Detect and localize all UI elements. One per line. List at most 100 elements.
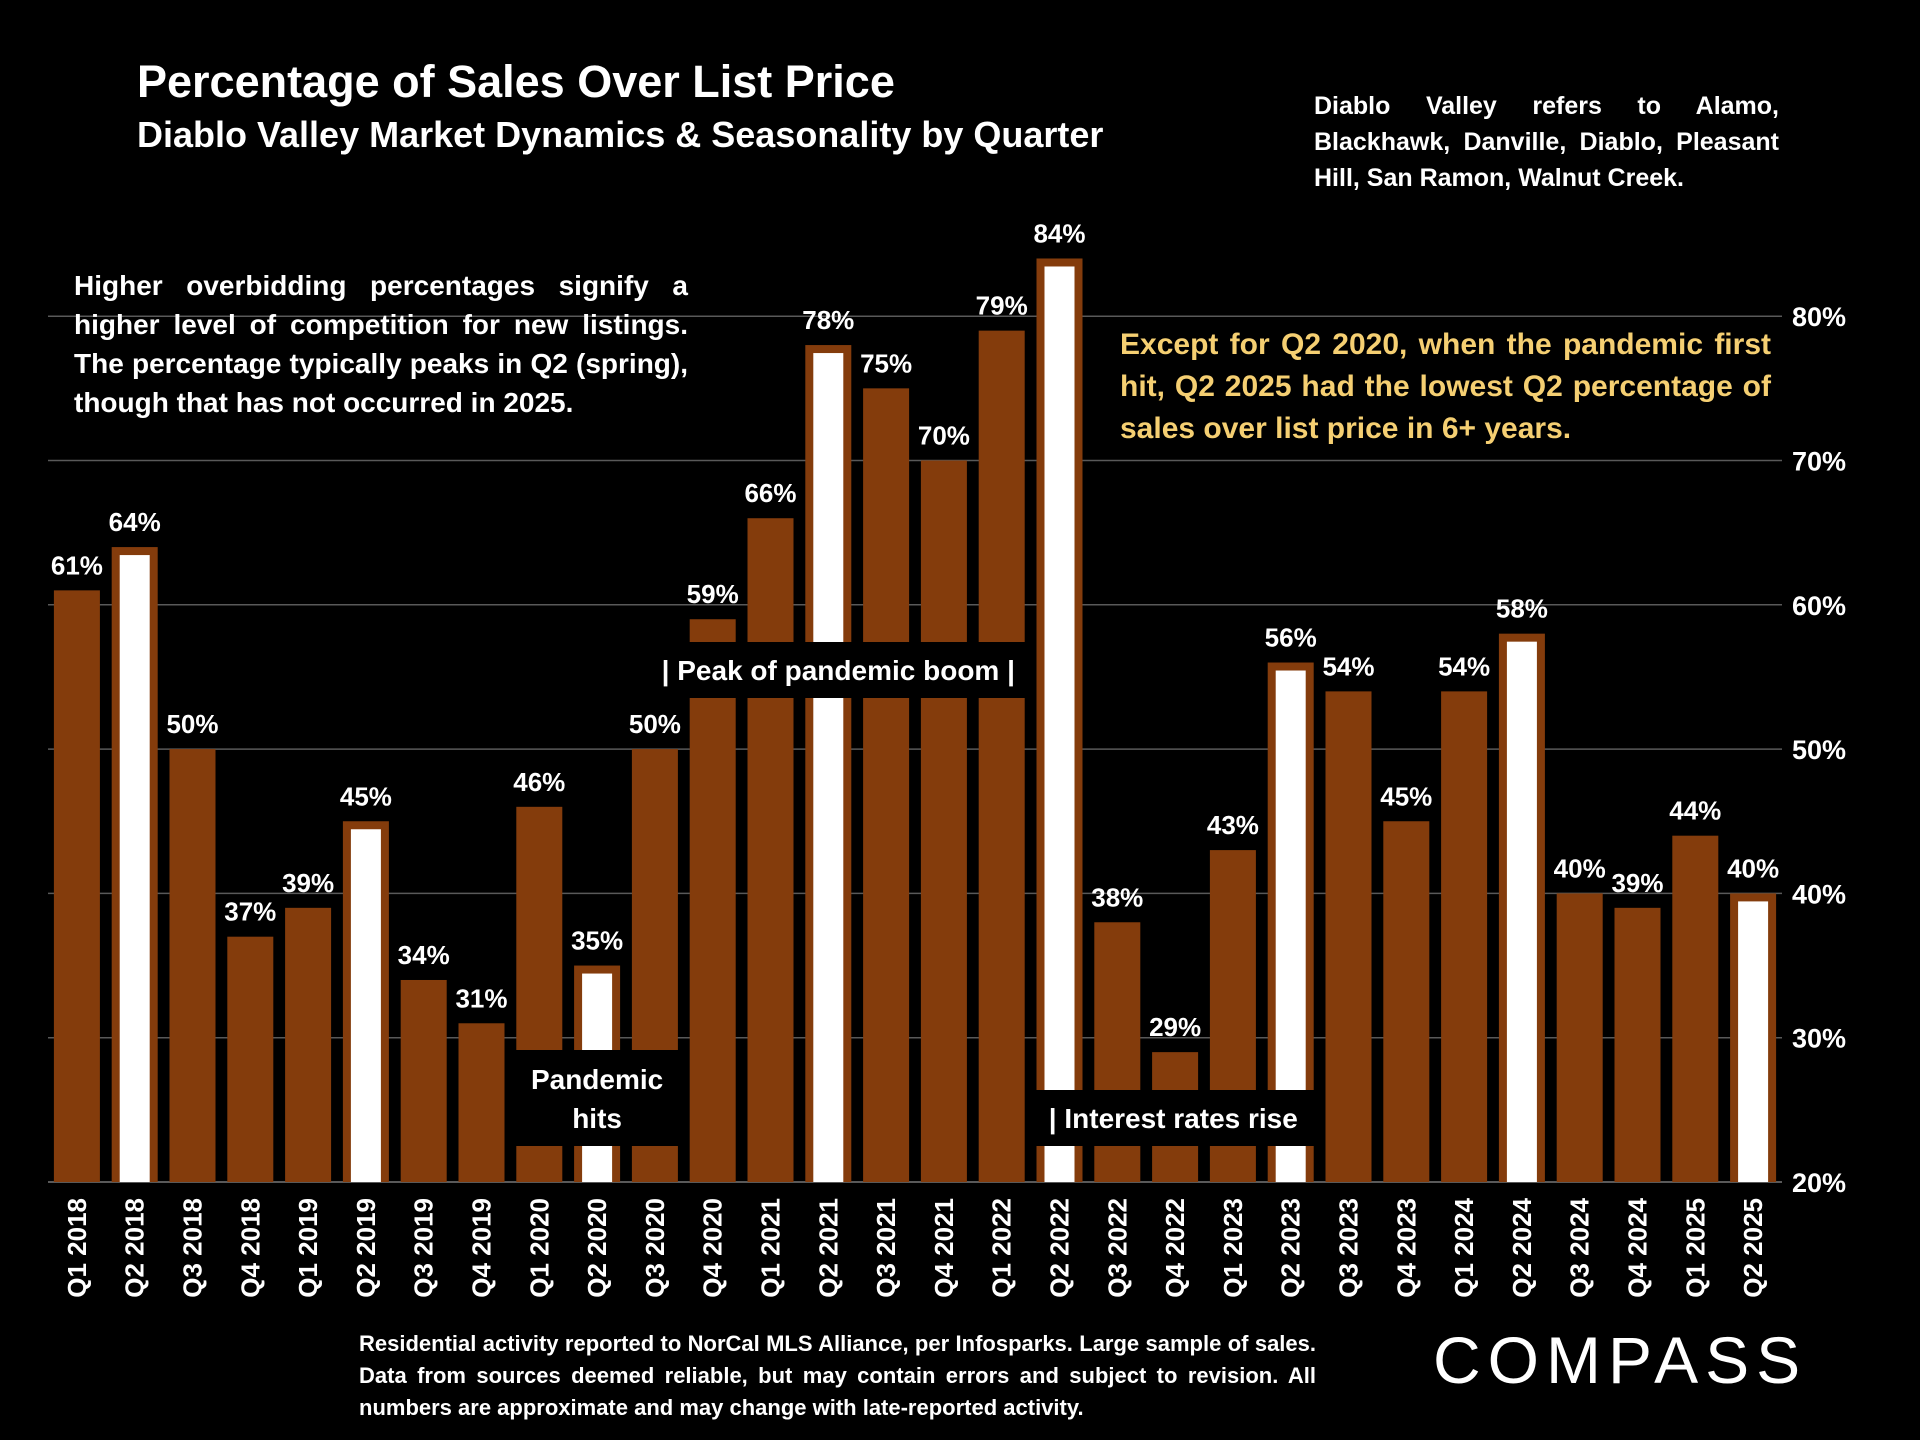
x-tick-label: Q4 2019 xyxy=(467,1198,497,1298)
y-tick-label: 60% xyxy=(1792,591,1846,621)
x-tick-label: Q4 2024 xyxy=(1623,1197,1653,1297)
x-tick-label: Q2 2020 xyxy=(582,1198,612,1298)
x-tick-label: Q4 2022 xyxy=(1160,1198,1190,1298)
data-label: 40% xyxy=(1554,853,1606,883)
bar xyxy=(689,619,736,1182)
annotation-pandemic-hits: Pandemic xyxy=(531,1064,663,1095)
x-tick-label: Q2 2023 xyxy=(1276,1198,1306,1298)
bar xyxy=(53,590,100,1182)
bar-highlight-fill xyxy=(119,555,150,1182)
x-tick-label: Q4 2023 xyxy=(1391,1198,1421,1298)
data-label: 54% xyxy=(1322,651,1374,681)
y-tick-label: 50% xyxy=(1792,735,1846,765)
x-tick-label: Q2 2019 xyxy=(351,1198,381,1298)
data-label: 70% xyxy=(918,421,970,451)
data-label: 45% xyxy=(1380,781,1432,811)
chart-subtitle: Diablo Valley Market Dynamics & Seasonal… xyxy=(137,114,1104,155)
x-tick-label: Q1 2023 xyxy=(1218,1198,1248,1298)
data-label: 43% xyxy=(1207,810,1259,840)
bar xyxy=(1325,691,1372,1182)
overbidding-explanation-note: Higher overbidding percentages signify a… xyxy=(74,270,688,418)
compass-logo: COMPASS xyxy=(1433,1323,1808,1397)
x-tick-label: Q2 2024 xyxy=(1507,1197,1537,1297)
bar xyxy=(458,1023,505,1182)
data-label: 46% xyxy=(513,767,565,797)
x-tick-label: Q3 2021 xyxy=(871,1198,901,1298)
bar-highlight-fill xyxy=(813,353,844,1182)
x-tick-label: Q1 2024 xyxy=(1449,1197,1479,1297)
bar xyxy=(1383,821,1430,1182)
y-tick-label: 40% xyxy=(1792,879,1846,909)
y-tick-label: 70% xyxy=(1792,447,1846,477)
bar xyxy=(227,936,274,1182)
data-label: 58% xyxy=(1496,594,1548,624)
bar xyxy=(1556,893,1603,1182)
source-footnote: Residential activity reported to NorCal … xyxy=(359,1331,1316,1420)
annotation-box xyxy=(511,1050,684,1146)
bar xyxy=(169,749,216,1182)
bar xyxy=(1614,907,1661,1182)
x-tick-label: Q4 2018 xyxy=(235,1198,265,1298)
x-tick-label: Q3 2020 xyxy=(640,1198,670,1298)
bar-highlight-fill xyxy=(350,829,381,1182)
data-label: 61% xyxy=(51,550,103,580)
data-label: 34% xyxy=(398,940,450,970)
x-tick-label: Q1 2021 xyxy=(756,1198,786,1298)
bar xyxy=(400,979,447,1182)
data-label: 29% xyxy=(1149,1012,1201,1042)
bar xyxy=(1672,835,1719,1182)
x-tick-label: Q2 2018 xyxy=(120,1198,150,1298)
data-label: 44% xyxy=(1669,796,1721,826)
x-tick-label: Q2 2025 xyxy=(1738,1198,1768,1298)
data-label: 35% xyxy=(571,926,623,956)
data-label: 59% xyxy=(687,579,739,609)
x-tick-label: Q1 2020 xyxy=(524,1198,554,1298)
bar xyxy=(978,330,1025,1182)
data-label: 75% xyxy=(860,348,912,378)
data-label: 31% xyxy=(455,983,507,1013)
region-definition-note: Diablo Valley refers to Alamo, Blackhawk… xyxy=(1314,92,1779,192)
bar-highlight-fill xyxy=(1044,266,1075,1183)
y-tick-label: 20% xyxy=(1792,1168,1846,1198)
data-label: 37% xyxy=(224,897,276,927)
x-tick-label: Q4 2021 xyxy=(929,1198,959,1298)
data-label: 64% xyxy=(109,507,161,537)
x-tick-label: Q1 2022 xyxy=(987,1198,1017,1298)
x-tick-label: Q1 2019 xyxy=(293,1198,323,1298)
data-label: 40% xyxy=(1727,853,1779,883)
data-label: 56% xyxy=(1265,623,1317,653)
data-label: 39% xyxy=(1611,868,1663,898)
x-tick-label: Q3 2024 xyxy=(1565,1197,1595,1297)
bar-highlight-fill xyxy=(1738,901,1769,1182)
data-label: 38% xyxy=(1091,882,1143,912)
x-tick-label: Q1 2018 xyxy=(62,1198,92,1298)
chart-title: Percentage of Sales Over List Price xyxy=(137,56,895,107)
x-tick-label: Q2 2022 xyxy=(1045,1198,1075,1298)
data-label: 50% xyxy=(629,709,681,739)
data-label: 54% xyxy=(1438,651,1490,681)
data-label: 78% xyxy=(802,305,854,335)
annotation-box xyxy=(647,642,1030,698)
x-tick-label: Q3 2018 xyxy=(178,1198,208,1298)
data-label: 79% xyxy=(976,291,1028,321)
bar xyxy=(920,460,967,1182)
bar xyxy=(747,518,794,1182)
annotation-pandemic-hits: hits xyxy=(572,1103,622,1134)
y-tick-label: 30% xyxy=(1792,1024,1846,1054)
data-label: 84% xyxy=(1033,218,1085,248)
data-label: 50% xyxy=(166,709,218,739)
bar-highlight-fill xyxy=(1506,641,1537,1182)
data-label: 66% xyxy=(744,478,796,508)
annotation-peak-boom: | Peak of pandemic boom | xyxy=(662,655,1015,686)
x-tick-label: Q1 2025 xyxy=(1680,1198,1710,1298)
annotation-interest-rates: | Interest rates rise xyxy=(1049,1103,1298,1134)
q2-highlight-note: Except for Q2 2020, when the pandemic fi… xyxy=(1120,328,1771,445)
x-tick-label: Q2 2021 xyxy=(813,1198,843,1298)
y-tick-label: 80% xyxy=(1792,302,1846,332)
data-label: 39% xyxy=(282,868,334,898)
data-label: 45% xyxy=(340,781,392,811)
bar xyxy=(863,388,910,1183)
annotation-box xyxy=(1028,1090,1319,1146)
x-tick-label: Q4 2020 xyxy=(698,1198,728,1298)
